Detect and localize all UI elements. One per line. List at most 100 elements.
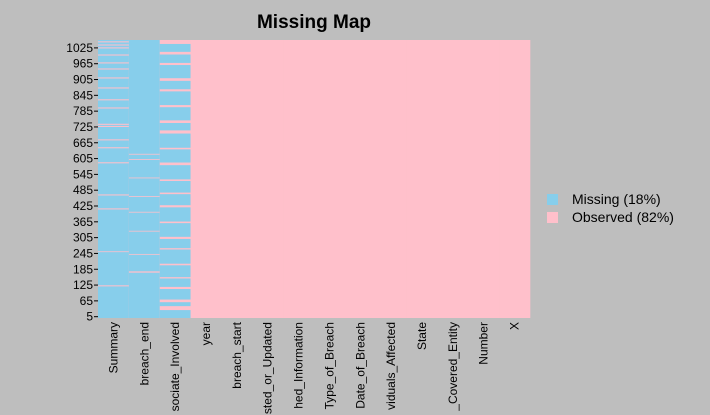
missing-cell — [159, 249, 191, 264]
missing-cell — [159, 310, 191, 318]
y-tick-label: 185 — [73, 262, 93, 276]
x-tick-label: X — [508, 322, 522, 330]
missing-cell — [159, 238, 191, 249]
missing-cell — [159, 207, 191, 222]
observed-column — [190, 40, 222, 318]
missing-cell — [159, 43, 191, 52]
missing-cell — [98, 55, 130, 63]
y-tick-label: 65 — [80, 294, 94, 308]
missing-cell — [159, 133, 191, 148]
missing-cell — [98, 100, 130, 108]
legend-swatch — [547, 212, 558, 223]
observed-column — [468, 40, 500, 318]
y-tick-label: 905 — [73, 73, 93, 87]
y-tick-label: 305 — [73, 231, 93, 245]
missing-cell — [159, 278, 191, 287]
missing-cell — [98, 40, 130, 42]
y-tick-label: 665 — [73, 136, 93, 150]
missing-cell — [98, 42, 130, 45]
missing-cell — [159, 123, 191, 131]
x-tick-label: breach_end — [137, 322, 151, 385]
y-tick-label: 605 — [73, 152, 93, 166]
missing-cell — [159, 265, 191, 278]
observed-column — [221, 40, 253, 318]
x-tick-label: Type_of_Breach — [322, 322, 336, 409]
missing-cell — [159, 149, 191, 163]
x-tick-label: Number — [477, 322, 491, 365]
missing-cell — [159, 302, 191, 307]
x-tick-label: sociate_Involved — [168, 322, 182, 411]
missing-cell — [159, 194, 191, 206]
missing-cell — [159, 80, 191, 90]
observed-column — [252, 40, 284, 318]
missing-cell — [128, 40, 161, 154]
missing-cell — [159, 165, 191, 180]
y-tick-label: 845 — [73, 88, 93, 102]
x-tick-label: State — [415, 322, 429, 350]
observed-column — [344, 40, 377, 318]
missing-cell — [98, 88, 130, 100]
missing-cell — [98, 148, 130, 163]
missing-cell — [98, 209, 130, 252]
y-tick-label: 485 — [73, 183, 93, 197]
y-tick-label: 1025 — [66, 41, 93, 55]
x-tick-label: _Covered_Entity — [446, 322, 460, 412]
missing-cell — [159, 91, 191, 106]
y-tick-label: 245 — [73, 246, 93, 260]
missing-cell — [159, 180, 191, 193]
missing-cell — [128, 231, 161, 254]
missing-cell — [128, 178, 161, 196]
observed-column — [437, 40, 469, 318]
missing-cell — [98, 78, 130, 88]
missing-cell — [128, 196, 161, 212]
legend-swatch — [547, 194, 558, 205]
missing-cell — [98, 48, 130, 55]
observed-column — [499, 40, 531, 318]
missing-cell — [98, 63, 130, 69]
legend-label: Missing (18%) — [572, 191, 661, 207]
missing-cell — [98, 163, 130, 195]
y-tick-label: 125 — [73, 278, 93, 292]
missing-cell — [128, 159, 161, 178]
x-tick-label: sted_or_Updated — [261, 322, 275, 414]
missing-cell — [128, 254, 161, 272]
y-tick-label: 725 — [73, 120, 93, 134]
missing-cell — [98, 45, 130, 48]
missing-cell — [128, 154, 161, 160]
observed-column — [375, 40, 407, 318]
missing-cell — [98, 69, 130, 78]
observed-column — [283, 40, 315, 318]
x-tick-label: breach_start — [230, 321, 244, 388]
legend-label: Observed (82%) — [572, 209, 674, 225]
observed-column — [406, 40, 438, 318]
x-tick-label: Summary — [106, 322, 120, 373]
missing-cell — [128, 212, 161, 231]
missing-cell — [98, 108, 130, 124]
x-tick-label: hed_Information — [292, 322, 306, 409]
y-tick-label: 5 — [86, 310, 93, 324]
y-tick-label: 785 — [73, 104, 93, 118]
x-tick-label: year — [199, 322, 213, 345]
missing-cell — [98, 126, 130, 140]
x-tick-label: viduals_Affected — [384, 322, 398, 410]
observed-column — [314, 40, 346, 318]
missing-cell — [98, 124, 130, 126]
missing-cell — [159, 65, 191, 79]
x-tick-label: Date_of_Breach — [353, 322, 367, 409]
missing-cell — [159, 223, 191, 237]
missing-cell — [98, 252, 130, 286]
missing-cell — [98, 195, 130, 209]
missing-cell — [128, 272, 161, 318]
missing-cell — [98, 286, 130, 318]
y-tick-label: 965 — [73, 57, 93, 71]
missing-cell — [159, 289, 191, 300]
y-tick-label: 545 — [73, 167, 93, 181]
y-tick-label: 425 — [73, 199, 93, 213]
missing-cell — [98, 140, 130, 148]
chart-title: Missing Map — [257, 12, 371, 33]
missing-cell — [159, 107, 191, 121]
missing-cell — [159, 54, 191, 63]
y-tick-label: 365 — [73, 215, 93, 229]
